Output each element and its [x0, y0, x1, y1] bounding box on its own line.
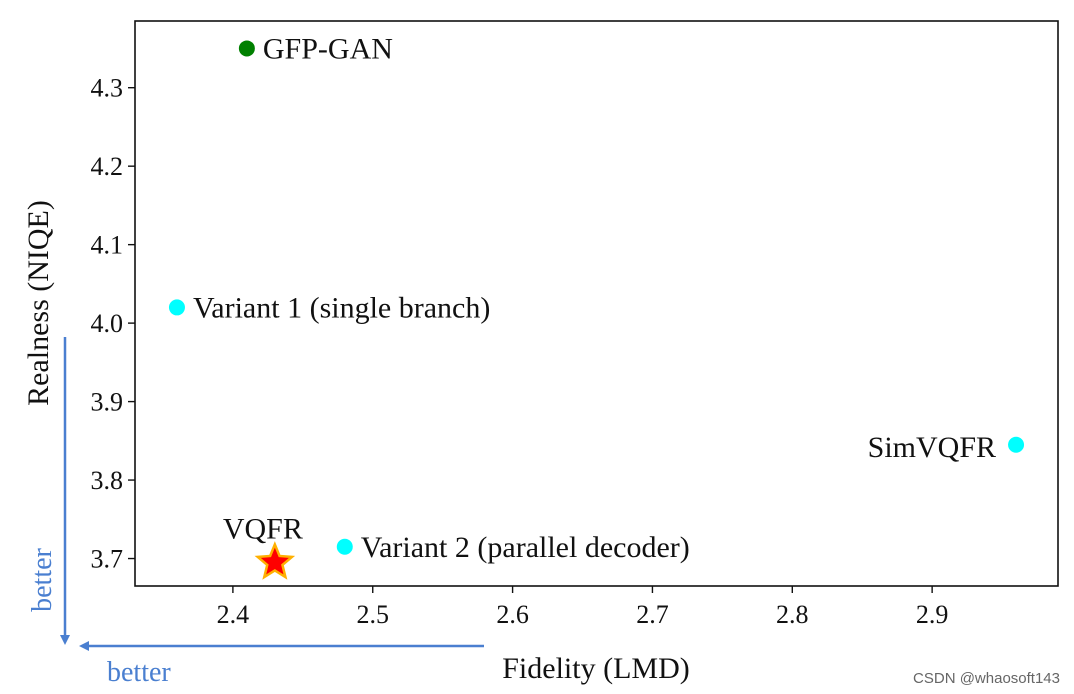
y-tick-label: 3.9	[91, 388, 124, 417]
y-tick-label: 3.8	[91, 466, 124, 495]
y-tick-label: 4.1	[91, 231, 124, 260]
point-marker	[254, 541, 296, 580]
point-label: Variant 1 (single branch)	[193, 291, 490, 324]
y-tick-label: 3.7	[91, 545, 124, 574]
better-y-label: better	[27, 547, 58, 611]
watermark: CSDN @whaosoft143	[913, 670, 1060, 687]
x-tick-label: 2.6	[496, 600, 529, 629]
y-axis-label: Realness (NIQE)	[22, 200, 55, 406]
x-tick-label: 2.4	[217, 600, 250, 629]
point-label: VQFR	[223, 512, 303, 545]
data-points: GFP-GAN Variant 1 (single branch) SimVQFR V…	[168, 32, 1025, 580]
y-tick-label: 4.2	[91, 152, 124, 181]
x-tick-label: 2.5	[356, 600, 389, 629]
point-marker	[336, 538, 353, 555]
better-x-label: better	[107, 657, 171, 688]
x-tick-label: 2.9	[916, 600, 949, 629]
y-tick-label: 4.0	[91, 309, 124, 338]
point-marker	[238, 40, 255, 57]
x-tick-label: 2.7	[636, 600, 669, 629]
point-marker	[1008, 436, 1025, 453]
point-label: GFP-GAN	[263, 32, 393, 65]
x-tick-label: 2.8	[776, 600, 809, 629]
y-axis-ticks: 3.7 3.8 3.9 4.0 4.1 4.2 4.3	[91, 74, 135, 574]
y-tick-label: 4.3	[91, 74, 124, 103]
x-axis-ticks: 2.4 2.5 2.6 2.7 2.8 2.9	[217, 586, 949, 629]
point-label: Variant 2 (parallel decoder)	[361, 531, 690, 564]
point-marker	[168, 299, 185, 316]
plot-frame	[134, 20, 1059, 587]
point-label: SimVQFR	[868, 431, 996, 464]
x-axis-label: Fidelity (LMD)	[502, 652, 690, 685]
